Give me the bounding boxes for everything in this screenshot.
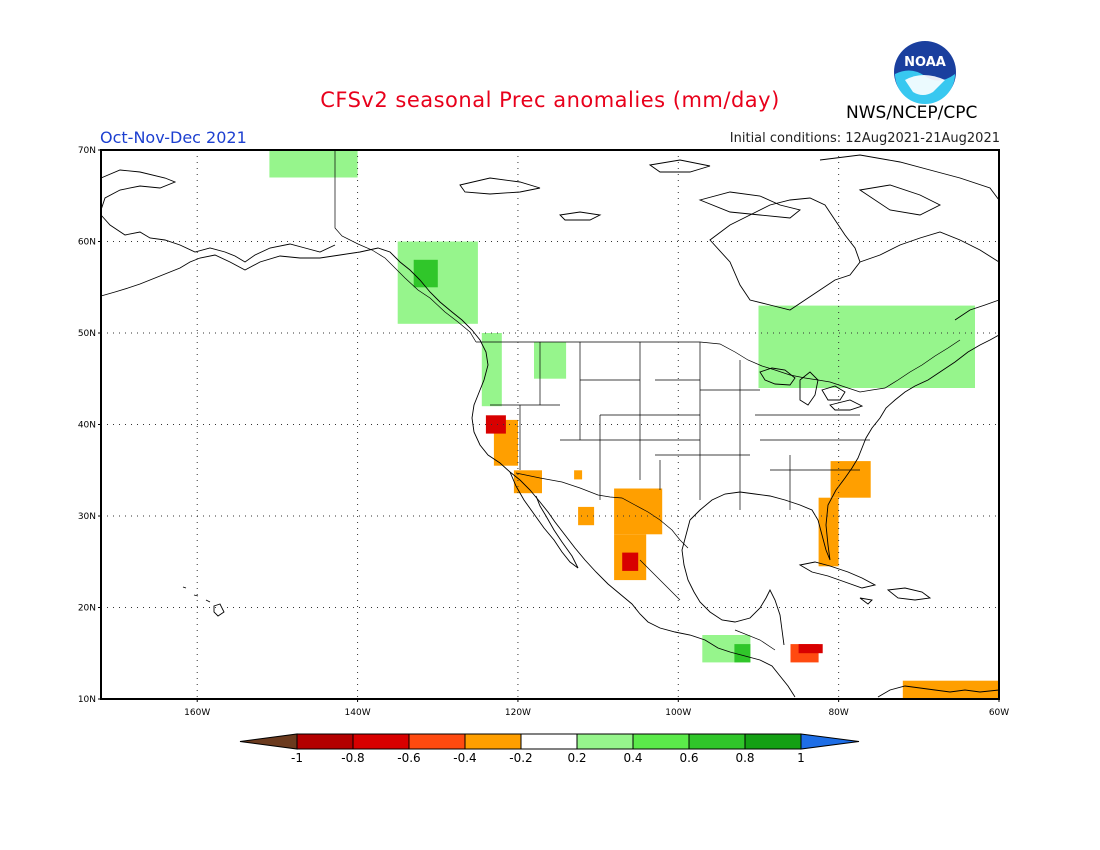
lon-tick-label: 120W xyxy=(505,708,531,718)
anomaly-cell xyxy=(818,497,839,567)
lon-tick-label: 60W xyxy=(989,708,1009,718)
lat-tick-label: 10N xyxy=(78,695,96,705)
anomaly-cell xyxy=(614,488,663,535)
graticule-layer xyxy=(101,150,999,699)
lat-tick-label: 70N xyxy=(78,146,96,156)
colorbar-segment xyxy=(408,733,466,750)
colorbar-label: -0.8 xyxy=(341,751,364,765)
lon-tick-label: 160W xyxy=(184,708,210,718)
colorbar-label: -0.4 xyxy=(453,751,476,765)
coastline-layer xyxy=(100,154,1000,698)
map-title: CFSv2 seasonal Prec anomalies (mm/day) xyxy=(320,88,780,112)
anomaly-cell xyxy=(269,150,358,178)
colorbar-segment xyxy=(520,733,578,750)
colorbar-label: 1 xyxy=(797,751,805,765)
anomaly-cell xyxy=(574,470,583,480)
lon-tick-label: 80W xyxy=(828,708,848,718)
lat-tick-label: 20N xyxy=(78,604,96,614)
map-frame xyxy=(100,149,1000,700)
anomaly-cell xyxy=(830,461,871,498)
lon-tick-label: 100W xyxy=(665,708,691,718)
colorbar-high-arrow xyxy=(800,733,860,750)
anomaly-cell xyxy=(481,333,502,407)
lat-tick-labels: 10N 20N 30N 40N 50N 60N 70N xyxy=(78,146,101,705)
anomaly-cell xyxy=(622,552,639,571)
colorbar-segment xyxy=(352,733,410,750)
noaa-logo-icon: NOAA xyxy=(894,41,956,104)
season-label: Oct-Nov-Dec 2021 xyxy=(100,128,247,147)
anomaly-cell xyxy=(798,644,823,654)
colorbar-segment xyxy=(688,733,746,750)
anomaly-cell xyxy=(734,644,751,663)
agency-label: NWS/NCEP/CPC xyxy=(846,103,978,123)
colorbar-label: 0.8 xyxy=(735,751,754,765)
colorbar-label: 0.2 xyxy=(567,751,586,765)
anomaly-cell xyxy=(413,259,438,288)
colorbar-segment xyxy=(464,733,522,750)
lon-tick-label: 140W xyxy=(345,708,371,718)
colorbar-label: -0.6 xyxy=(397,751,420,765)
anomaly-cell xyxy=(758,305,975,388)
colorbar-segment xyxy=(632,733,690,750)
colorbar-segment xyxy=(744,733,802,750)
lat-tick-label: 60N xyxy=(78,238,96,248)
initial-conditions-label: Initial conditions: 12Aug2021-21Aug2021 xyxy=(729,131,1000,146)
colorbar-low-arrow xyxy=(239,733,298,750)
anomaly-cell xyxy=(534,342,567,379)
colorbar-segment xyxy=(576,733,634,750)
anomaly-cell xyxy=(485,415,506,434)
lon-tick-labels: 160W 140W 120W 100W 80W 60W xyxy=(184,699,1009,718)
colorbar-segment xyxy=(296,733,354,750)
lat-tick-label: 40N xyxy=(78,421,96,431)
logo-text: NOAA xyxy=(904,55,946,70)
anomaly-layer xyxy=(269,150,999,699)
lat-tick-label: 30N xyxy=(78,512,96,522)
anomaly-cell xyxy=(902,680,999,699)
colorbar-label: 0.6 xyxy=(679,751,698,765)
colorbar-label: 0.4 xyxy=(623,751,642,765)
colorbar-label: -1 xyxy=(291,751,303,765)
political-borders-layer xyxy=(334,150,961,651)
lat-tick-label: 50N xyxy=(78,329,96,339)
colorbar: -1 -0.8 -0.6 -0.4 -0.2 0.2 0.4 0.6 0.8 1 xyxy=(239,733,860,765)
colorbar-label: -0.2 xyxy=(509,751,532,765)
anomaly-cell xyxy=(578,506,595,526)
anomaly-cell xyxy=(513,470,542,494)
